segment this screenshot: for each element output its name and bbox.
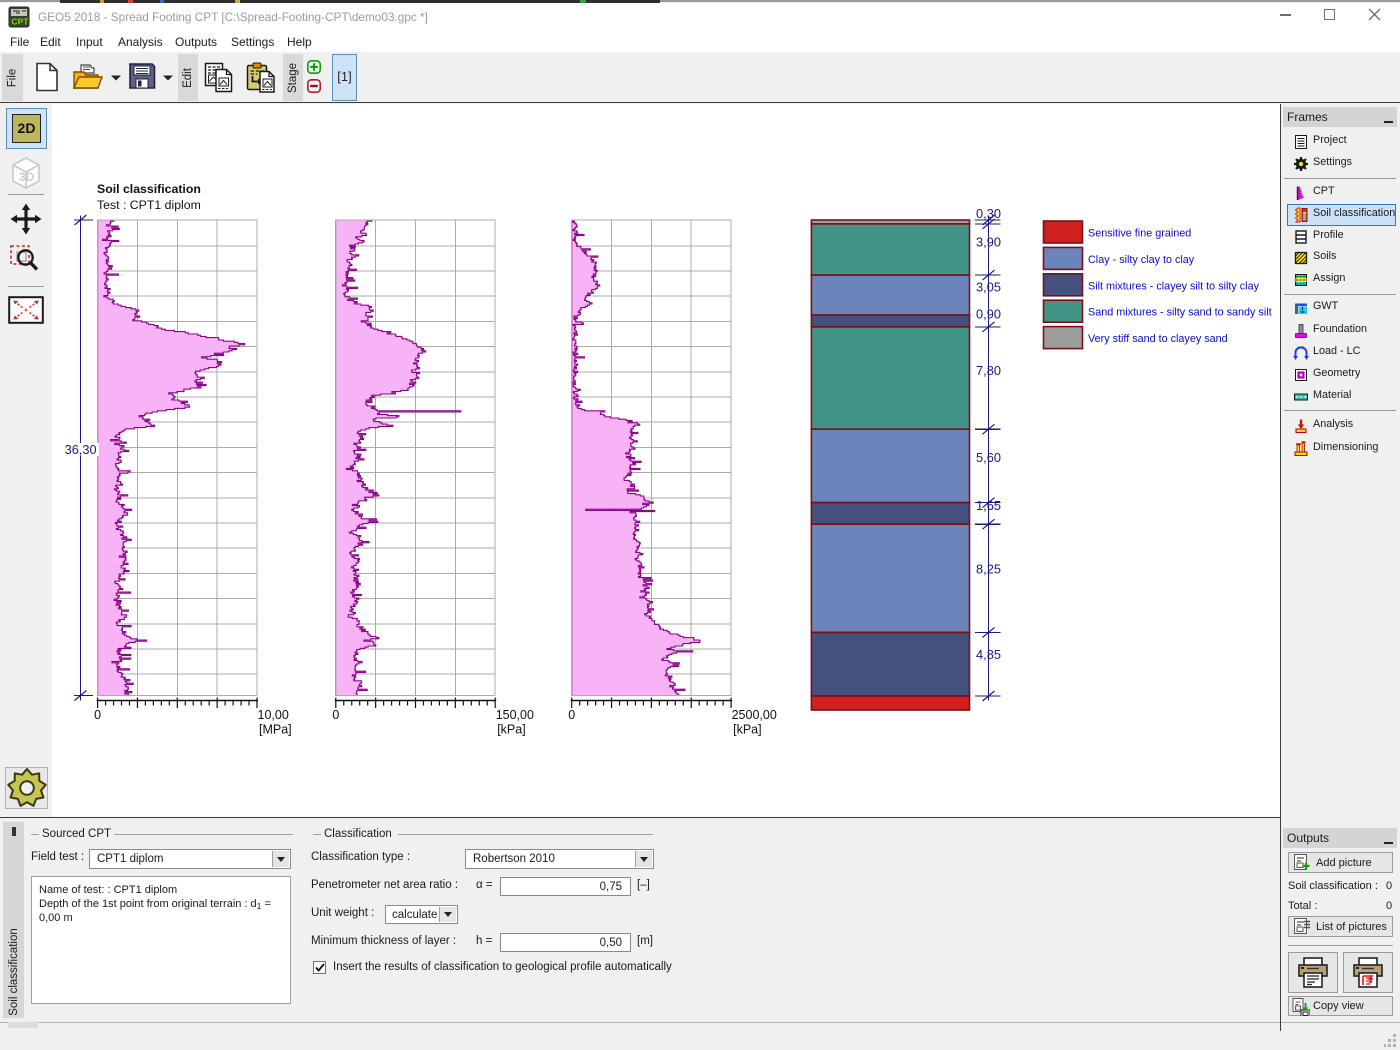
svg-text:CPT: CPT	[11, 17, 29, 27]
svg-text:Very stiff sand to clayey sand: Very stiff sand to clayey sand	[1088, 333, 1228, 345]
svg-text:150,00: 150,00	[496, 708, 534, 722]
svg-text:0: 0	[568, 708, 575, 722]
svg-text:Sand mixtures - silty sand to: Sand mixtures - silty sand to sandy silt	[1088, 307, 1272, 319]
svg-text:8,25: 8,25	[976, 561, 1001, 576]
svg-text:3,05: 3,05	[976, 280, 1001, 295]
svg-text:[kPa]: [kPa]	[733, 723, 762, 737]
svg-text:36,30: 36,30	[65, 442, 97, 457]
svg-text:0,90: 0,90	[976, 306, 1001, 321]
svg-text:0: 0	[332, 708, 339, 722]
svg-text:0,30: 0,30	[976, 206, 1001, 221]
svg-text:0: 0	[94, 708, 101, 722]
svg-text:[MPa]: [MPa]	[259, 723, 292, 737]
svg-text:Silt mixtures - clayey silt to: Silt mixtures - clayey silt to silty cla…	[1088, 280, 1260, 292]
svg-text:10,00: 10,00	[258, 708, 289, 722]
svg-text:4,85: 4,85	[976, 647, 1001, 662]
svg-text:3,90: 3,90	[976, 235, 1001, 250]
svg-text:Sensitive fine grained: Sensitive fine grained	[1088, 228, 1191, 240]
svg-text:Soil classification: Soil classification	[97, 182, 201, 196]
svg-text:2500,00: 2500,00	[732, 708, 777, 722]
svg-text:7,80: 7,80	[976, 363, 1001, 378]
svg-text:5,60: 5,60	[976, 450, 1001, 465]
svg-text:Clay - silty clay to clay: Clay - silty clay to clay	[1088, 254, 1195, 266]
svg-text:1,65: 1,65	[976, 498, 1001, 513]
svg-text:[kPa]: [kPa]	[497, 723, 526, 737]
svg-text:3D: 3D	[19, 170, 35, 184]
svg-text:Test : CPT1 diplom: Test : CPT1 diplom	[97, 198, 201, 212]
